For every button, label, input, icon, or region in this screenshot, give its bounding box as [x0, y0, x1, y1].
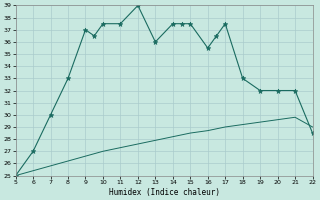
X-axis label: Humidex (Indice chaleur): Humidex (Indice chaleur) — [108, 188, 220, 197]
